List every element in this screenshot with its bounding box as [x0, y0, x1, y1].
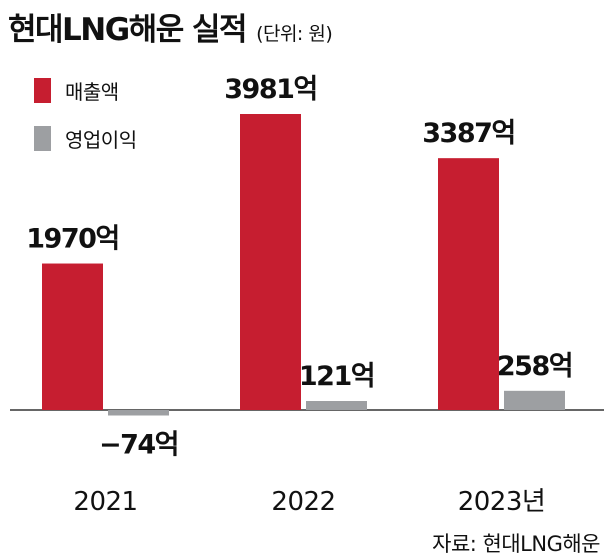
- bar-operating-profit-0: [108, 410, 169, 416]
- legend-label-revenue: 매출액: [65, 79, 119, 104]
- unit-note: (단위: 원): [256, 23, 333, 45]
- legend-item-revenue: 매출액: [34, 76, 137, 104]
- bar-revenue-1: [240, 114, 301, 410]
- legend-swatch-operating-profit: [34, 125, 51, 151]
- legend-swatch-revenue: [34, 77, 51, 103]
- data-label-revenue-1: 3981억: [224, 74, 317, 105]
- chart-title: 현대LNG해운 실적: [8, 12, 248, 48]
- category-label-1: 2022: [271, 487, 335, 517]
- category-label-2: 2023년: [458, 487, 546, 517]
- legend-item-operating-profit: 영업이익: [34, 124, 137, 152]
- bar-operating-profit-2: [504, 390, 565, 410]
- legend: 매출액 영업이익: [34, 76, 137, 172]
- data-label-revenue-0: 1970억: [26, 224, 119, 255]
- bar-revenue-0: [42, 263, 103, 410]
- category-label-0: 2021: [73, 487, 137, 517]
- legend-label-operating-profit: 영업이익: [65, 127, 137, 152]
- title-row: 현대LNG해운 실적 (단위: 원): [8, 4, 333, 49]
- bar-operating-profit-1: [306, 401, 367, 410]
- source-note: 자료: 현대LNG해운: [432, 532, 600, 556]
- data-label-operating-profit-2: 258억: [497, 351, 572, 382]
- bar-revenue-2: [438, 158, 499, 410]
- data-label-operating-profit-1: 121억: [299, 361, 374, 392]
- data-label-revenue-2: 3387억: [422, 118, 515, 149]
- data-label-operating-profit-0: −74억: [99, 430, 178, 461]
